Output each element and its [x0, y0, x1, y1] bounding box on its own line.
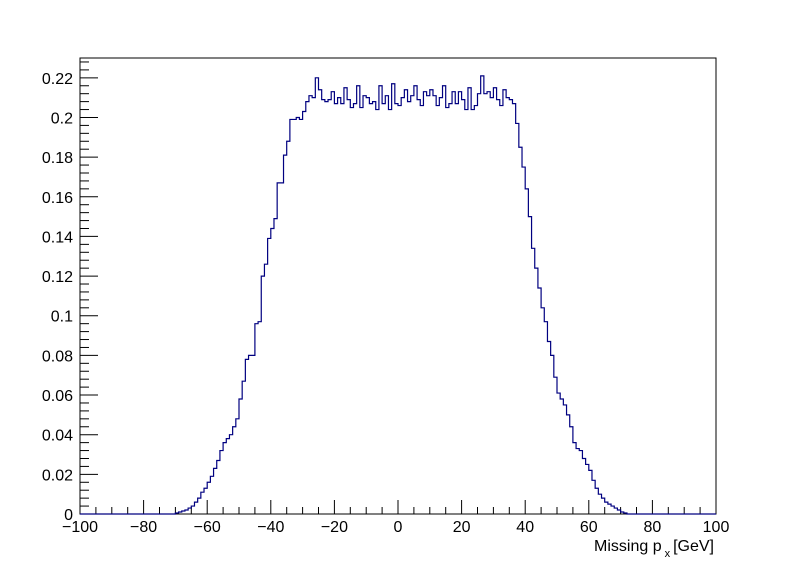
- y-tick-label: 0.02: [42, 467, 73, 484]
- y-tick-label: 0.06: [42, 388, 73, 405]
- y-tick-label: 0.14: [42, 229, 73, 246]
- x-axis-tick-labels: −100 −80 −60 −40 −20 0 20 40 60 80 100: [62, 519, 729, 536]
- y-axis-ticks: [80, 61, 98, 515]
- y-tick-label: 0.18: [42, 150, 73, 167]
- y-tick-label: 0.08: [42, 348, 73, 365]
- x-tick-label: 20: [453, 519, 471, 536]
- x-tick-label: 0: [394, 519, 403, 536]
- y-tick-label: 0.1: [51, 309, 73, 326]
- x-tick-label: −80: [130, 519, 157, 536]
- x-tick-label: 40: [516, 519, 534, 536]
- y-axis-tick-labels: 0 0.02 0.04 0.06 0.08 0.1 0.12 0.14 0.16 0.18 0.2 0…: [42, 71, 73, 524]
- histogram-series-line: [80, 75, 716, 515]
- x-tick-label: 100: [703, 519, 730, 536]
- y-tick-label: 0.16: [42, 190, 73, 207]
- x-tick-label: −60: [194, 519, 221, 536]
- x-tick-label: −100: [62, 519, 98, 536]
- x-axis-ticks: [79, 500, 717, 514]
- plot-frame: [79, 57, 717, 515]
- y-tick-label: 0.2: [51, 110, 73, 127]
- x-axis-title: Missing p x [GeV]: [594, 538, 714, 560]
- y-tick-label: 0: [64, 507, 73, 524]
- x-tick-label: 60: [580, 519, 598, 536]
- y-tick-label: 0.04: [42, 428, 73, 445]
- x-tick-label: −20: [321, 519, 348, 536]
- x-tick-label: −40: [257, 519, 284, 536]
- y-tick-label: 0.22: [42, 71, 73, 88]
- y-tick-label: 0.12: [42, 269, 73, 286]
- x-tick-label: 80: [644, 519, 662, 536]
